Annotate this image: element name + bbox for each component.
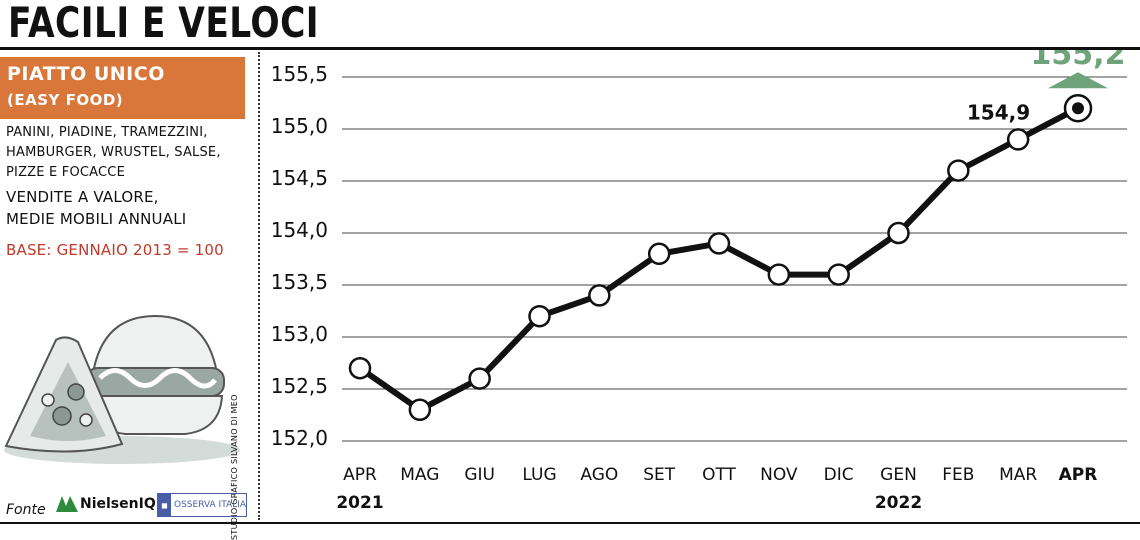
y-tick-label: 152,5 bbox=[271, 374, 328, 398]
data-label-highlight: 155,2 bbox=[1031, 50, 1126, 72]
category-description: PANINI, PIADINE, TRAMEZZINI, HAMBURGER, … bbox=[6, 123, 246, 183]
x-tick-label: GEN bbox=[880, 465, 917, 485]
x-tick-label: APR bbox=[343, 465, 377, 485]
osserva-italia-logo: ◼ OSSERVA ITALIA bbox=[157, 493, 247, 517]
x-tick-label: SET bbox=[643, 465, 676, 485]
x-tick-label: DIC bbox=[824, 465, 854, 485]
osserva-badge-icon: ◼ bbox=[158, 494, 171, 516]
data-point bbox=[530, 306, 550, 326]
sidebar: PIATTO UNICO (EASY FOOD) PANINI, PIADINE… bbox=[0, 50, 250, 520]
nielseniq-logo: NielsenIQ bbox=[56, 496, 156, 512]
bottom-rule bbox=[0, 522, 1140, 524]
x-tick-label: APR bbox=[1059, 465, 1098, 485]
pepperoni-icon bbox=[68, 384, 84, 400]
description-line: HAMBURGER, WRUSTEL, SALSE, bbox=[6, 143, 246, 163]
x-tick-label: GIU bbox=[464, 465, 495, 485]
data-point bbox=[948, 161, 968, 181]
measure-line: MEDIE MOBILI ANNUALI bbox=[6, 208, 246, 230]
year-label: 2021 bbox=[336, 493, 383, 513]
x-tick-label: MAG bbox=[400, 465, 439, 485]
y-tick-label: 155,5 bbox=[271, 62, 328, 86]
description-line: PIZZE E FOCACCE bbox=[6, 163, 246, 183]
sidebar-header: PIATTO UNICO (EASY FOOD) bbox=[0, 57, 245, 119]
y-tick-label: 153,5 bbox=[271, 270, 328, 294]
line-chart: 152,0 152,5 153,0 153,5 154,0 154,5 155,0 155,5… bbox=[262, 50, 1140, 520]
nielseniq-name: NielsenIQ bbox=[80, 496, 156, 512]
mushroom-icon bbox=[42, 394, 54, 406]
sidebar-divider bbox=[258, 52, 260, 520]
highlight-arrow bbox=[1048, 72, 1108, 88]
data-point bbox=[589, 285, 609, 305]
measure-line: VENDITE A VALORE, bbox=[6, 186, 246, 208]
data-point bbox=[649, 244, 669, 264]
data-point bbox=[410, 400, 430, 420]
data-point bbox=[829, 265, 849, 285]
page-title: FACILI E VELOCI bbox=[8, 0, 319, 46]
x-tick-label: NOV bbox=[760, 465, 798, 485]
source-label: Fonte bbox=[6, 502, 46, 518]
measure-description: VENDITE A VALORE, MEDIE MOBILI ANNUALI bbox=[6, 186, 246, 230]
index-base: BASE: GENNAIO 2013 = 100 bbox=[6, 241, 224, 259]
y-tick-label: 154,0 bbox=[271, 218, 328, 242]
data-point bbox=[350, 358, 370, 378]
data-point bbox=[769, 265, 789, 285]
data-label: 154,9 bbox=[967, 100, 1030, 124]
x-tick-label: MAR bbox=[999, 465, 1037, 485]
food-illustration bbox=[0, 308, 245, 468]
data-point bbox=[470, 369, 490, 389]
x-tick-label: LUG bbox=[522, 465, 556, 485]
pepperoni-icon bbox=[53, 407, 71, 425]
nielseniq-mark-icon bbox=[56, 496, 78, 512]
category-title: PIATTO UNICO bbox=[7, 63, 165, 85]
y-tick-label: 153,0 bbox=[271, 322, 328, 346]
data-point bbox=[709, 233, 729, 253]
y-tick-label: 155,0 bbox=[271, 114, 328, 138]
year-label: 2022 bbox=[875, 493, 922, 513]
y-tick-label: 154,5 bbox=[271, 166, 328, 190]
description-line: PANINI, PIADINE, TRAMEZZINI, bbox=[6, 123, 246, 143]
data-point-center bbox=[1072, 102, 1084, 114]
data-point bbox=[889, 223, 909, 243]
x-tick-label: OTT bbox=[702, 465, 736, 485]
y-tick-label: 152,0 bbox=[271, 426, 328, 450]
data-point bbox=[1008, 129, 1028, 149]
osserva-name: OSSERVA ITALIA bbox=[171, 500, 246, 510]
series-line bbox=[360, 108, 1078, 410]
category-subtitle: (EASY FOOD) bbox=[7, 91, 123, 109]
x-tick-label: FEB bbox=[942, 465, 974, 485]
x-tick-label: AGO bbox=[580, 465, 618, 485]
mushroom-icon bbox=[80, 414, 92, 426]
